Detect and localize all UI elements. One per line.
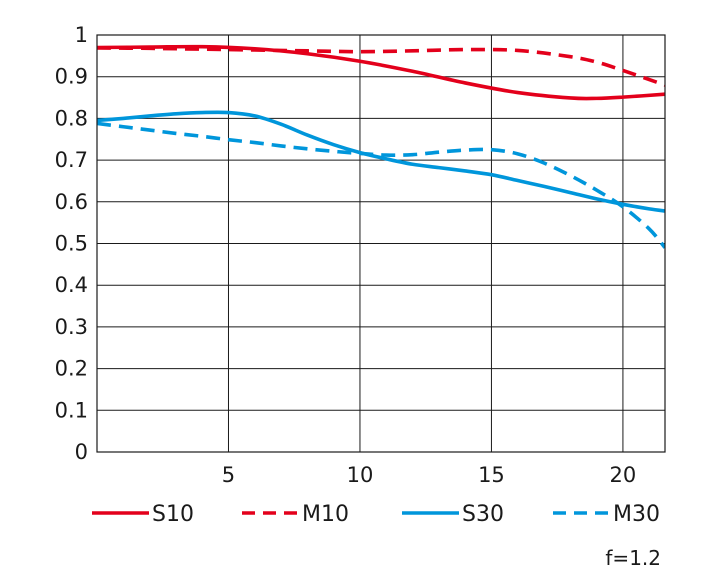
legend-label-s10: S10 <box>152 502 194 527</box>
y-tick-label: 0.7 <box>55 148 88 172</box>
series-line-s30 <box>97 110 665 213</box>
y-tick-label: 0.3 <box>55 315 88 339</box>
aperture-annotation: f=1.2 <box>605 546 661 570</box>
x-tick-label: 20 <box>610 463 637 487</box>
series-line-m10 <box>97 46 665 87</box>
y-tick-label: 0.4 <box>55 273 88 297</box>
series-line-m30 <box>97 121 665 249</box>
series-lines <box>97 44 665 249</box>
x-tick-label: 5 <box>222 463 235 487</box>
x-tick-label: 15 <box>478 463 505 487</box>
legend-label-s30: S30 <box>462 502 504 527</box>
legend-label-m10: M10 <box>302 502 349 527</box>
y-tick-label: 0.6 <box>55 190 88 214</box>
legend: S10 M10 S30 M30 <box>92 502 660 527</box>
plot-frame <box>96 34 666 453</box>
y-tick-label: 0.1 <box>55 398 88 422</box>
y-tick-label: 1 <box>75 23 88 47</box>
axes: 00.10.20.30.40.50.60.70.80.915 10 15 20 <box>55 23 666 487</box>
y-tick-label: 0 <box>75 440 88 464</box>
y-tick-label: 0.2 <box>55 357 88 381</box>
series-line-s10 <box>97 44 665 101</box>
x-tick-label: 10 <box>347 463 374 487</box>
y-tick-label: 0.9 <box>55 65 88 89</box>
legend-label-m30: M30 <box>613 502 660 527</box>
y-tick-label: 0.5 <box>55 232 88 256</box>
y-tick-label: 0.8 <box>55 106 88 130</box>
